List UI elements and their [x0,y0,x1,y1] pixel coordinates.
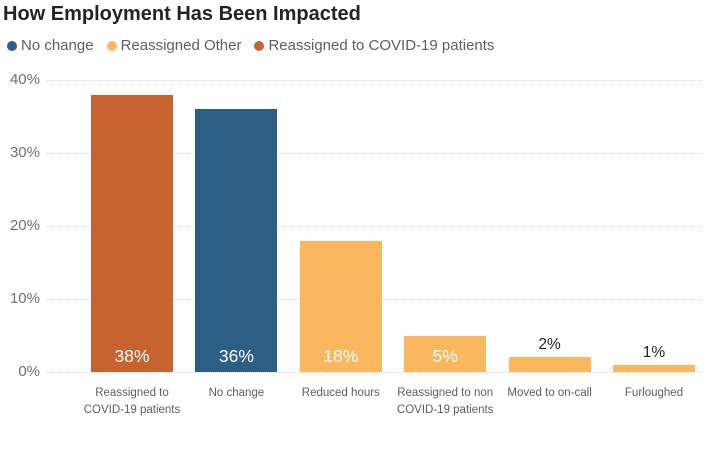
legend-dot-icon [254,40,265,51]
plot-area: 0% 10% 20% 30% 40% 38% Reassigned to COVID-19 … [0,60,706,452]
legend-dot-icon [7,40,17,51]
bar-value-label: 38% [114,346,150,366]
y-axis-tick-label: 40% [9,71,40,88]
legend-dot-icon [106,40,117,51]
legend-item-reassigned-to-covid-19-patients[interactable]: Reassigned to COVID-19 patients [254,37,494,54]
y-axis-tick-label: 20% [9,217,40,234]
x-axis-category-label: Reduced hours [301,387,380,399]
bar-reduced-hours[interactable] [299,240,382,372]
x-axis-category-label: No change [208,387,265,399]
bar-value-label: 18% [323,346,359,366]
bar-reassigned-to-covid-19-patients[interactable] [91,94,173,372]
bar-value-label: 1% [642,343,666,361]
x-axis-category-label: Reassigned to non COVID-19 patients [396,387,494,416]
legend-item-label: Reassigned to COVID-19 patients [268,37,495,54]
bar-reassigned-to-non-covid-19-patients[interactable] [404,335,487,372]
gridline-20 [47,226,702,227]
gridline-40 [47,80,702,81]
x-axis-category-label: Reassigned to COVID-19 patients [83,387,181,416]
x-axis-category-label: Furloughed [624,387,684,399]
chart-title: How Employment Has Been Impacted [3,3,361,25]
legend-item-label: Reassigned Other [120,37,242,54]
gridline-0 [47,372,702,373]
gridline-30 [47,153,702,154]
y-axis-tick-label: 10% [9,290,40,307]
bar-value-label: 2% [538,336,561,354]
y-axis-tick-label: 0% [18,363,40,380]
legend-item-reassigned-other[interactable]: Reassigned Other [106,37,242,54]
bar-value-label: 5% [432,346,458,366]
bar-value-label: 36% [218,346,254,366]
bar-furloughed[interactable] [613,364,695,372]
legend-item-no-change[interactable]: No change [7,37,94,54]
legend-item-label: No change [21,37,94,54]
x-axis-category-label: Moved to on-call [507,387,592,399]
bar-moved-to-on-call[interactable] [508,357,591,372]
legend: No change Reassigned Other Reassigned to C… [7,37,494,54]
bar-no-change[interactable] [195,109,278,372]
y-axis-tick-label: 30% [9,144,40,161]
